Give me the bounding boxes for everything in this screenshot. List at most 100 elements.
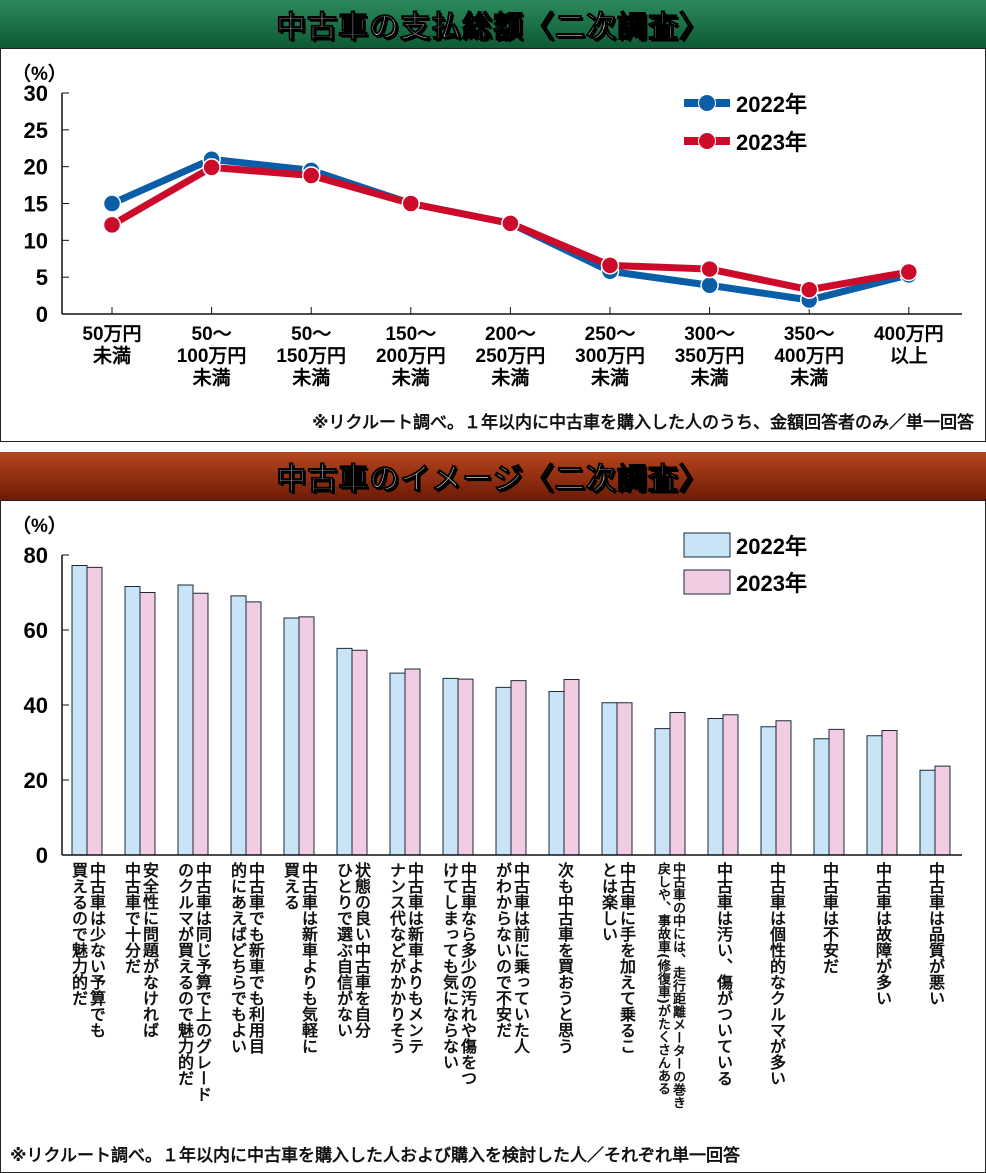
x-tick-label: 中古車は故障が多い <box>873 862 892 1006</box>
bar <box>298 616 315 856</box>
bar <box>495 686 512 856</box>
bar <box>707 718 724 856</box>
x-tick-label: 350～ <box>784 324 835 345</box>
bar <box>351 649 368 856</box>
x-tick-label: 200万円 <box>376 346 446 367</box>
y-tick-label: 10 <box>24 228 48 253</box>
x-tick-label: 400万円 <box>774 346 844 367</box>
x-tick-label: 150～ <box>385 324 436 345</box>
legend-marker <box>698 94 716 112</box>
x-tick-label: 200～ <box>485 324 536 345</box>
bar <box>654 728 671 856</box>
x-tick-label: 未満 <box>92 344 131 367</box>
bar <box>283 617 300 856</box>
bar <box>616 702 633 856</box>
bar <box>881 730 898 856</box>
bar <box>389 672 406 856</box>
x-tick-label: 中古車は品質が悪い <box>926 862 945 1006</box>
y-tick-label: 15 <box>24 192 48 217</box>
bar <box>457 678 474 856</box>
y-tick-label: 60 <box>24 618 48 643</box>
x-tick-label: 中古車は新車よりもメンテ ナンス代などがかかりそう <box>387 862 424 1054</box>
bar <box>71 565 88 856</box>
bar <box>510 680 527 856</box>
bar <box>775 720 792 856</box>
x-tick-label: 中古車は個性的なクルマが多い <box>767 862 786 1086</box>
y-tick-label: 30 <box>24 81 48 106</box>
bar <box>404 668 421 856</box>
legend-swatch <box>683 569 731 595</box>
x-tick-label: 350万円 <box>675 346 745 367</box>
x-tick-label: 中古車に手を加えて乗るこ とは楽しい <box>599 862 636 1054</box>
bar <box>919 769 936 856</box>
x-tick-label: 50～ <box>192 324 232 345</box>
x-tick-label: 300～ <box>684 324 735 345</box>
bar <box>601 702 618 856</box>
x-tick-label: 中古車は前に乗っていた人 がわからないので不安だ <box>493 862 530 1054</box>
bar <box>563 679 580 856</box>
bar <box>722 714 739 856</box>
bar <box>139 592 156 856</box>
x-tick-label: 安全性に問題がなければ 中古車で十分だ <box>122 862 159 1038</box>
x-tick-label: 状態の良い中古車を自分 ひとりで選ぶ自信がない <box>334 862 371 1038</box>
x-tick-label: 50万円 <box>82 324 141 345</box>
y-tick-label: 0 <box>36 302 48 327</box>
x-tick-label: 中古車は少ない予算でも 買えるので魅力的だ <box>69 862 106 1038</box>
x-tick-label: 未満 <box>789 366 828 389</box>
data-point <box>102 194 122 213</box>
x-tick-label: 中古車は汚い、傷がついている <box>714 862 733 1086</box>
x-tick-label: 中古車の中には、走行距離メーターの巻き 戻しや、事故車(修復車)がたくさんある <box>655 862 685 1109</box>
bar <box>124 586 141 856</box>
bar <box>177 584 194 856</box>
x-tick-label: 150万円 <box>276 346 346 367</box>
x-tick-label: 未満 <box>391 366 430 389</box>
y-tick-label: 5 <box>36 265 48 290</box>
data-point <box>600 256 620 275</box>
y-tick-label: 40 <box>24 693 48 718</box>
y-tick-label: 25 <box>24 118 48 143</box>
data-point <box>700 259 719 279</box>
legend-label: 2022年 <box>736 534 807 559</box>
x-tick-label: 未満 <box>490 366 529 389</box>
bar <box>245 601 262 856</box>
data-point <box>401 194 421 213</box>
line-chart-title: 中古車の支払総額〈二次調査〉 <box>0 0 986 48</box>
x-tick-label: 400万円 <box>874 324 944 345</box>
x-tick-label: 以上 <box>890 345 928 367</box>
bar <box>230 595 247 856</box>
bar <box>669 712 686 856</box>
y-axis-label: （%） <box>12 514 67 537</box>
bar <box>442 677 459 856</box>
legend-swatch <box>683 532 731 558</box>
data-point <box>202 158 221 177</box>
bar <box>828 728 845 856</box>
data-point <box>102 215 122 235</box>
x-tick-label: 中古車は同じ予算で上のグレード のクルマが買えるので魅力的だ <box>175 862 212 1102</box>
bar <box>760 726 777 856</box>
bar-chart-note: ※リクルート調べ。１年以内に中古車を購入した人および購入を検討した人／それぞれ単… <box>10 1146 741 1166</box>
data-point <box>899 262 919 282</box>
bar <box>866 735 883 856</box>
line-chart-note: ※リクルート調べ。１年以内に中古車を購入した人のうち、金額回答者のみ／単一回答 <box>311 413 974 433</box>
legend-label: 2023年 <box>736 130 807 155</box>
bar <box>192 592 209 856</box>
bar <box>548 691 565 856</box>
x-tick-label: 中古車は不安だ <box>820 862 839 974</box>
x-tick-label: 250万円 <box>476 346 546 367</box>
data-point <box>799 280 819 299</box>
data-point <box>301 166 321 185</box>
bar <box>86 566 103 856</box>
x-tick-label: 300万円 <box>575 346 645 367</box>
y-tick-label: 20 <box>24 155 48 180</box>
x-tick-label: 中古車は新車よりも気軽に 買える <box>281 862 318 1054</box>
x-tick-label: 未満 <box>291 366 330 389</box>
x-tick-label: 50～ <box>291 324 331 345</box>
bar <box>336 647 353 856</box>
data-point <box>501 214 520 233</box>
x-tick-label: 中古車でも新車でも利用目 的にあえばどちらでもよい <box>228 862 265 1054</box>
y-tick-label: 20 <box>24 768 48 793</box>
bar <box>813 738 830 856</box>
x-tick-label: 中古車なら多少の汚れや傷をつ けてしまっても気にならない <box>440 862 477 1086</box>
bar-chart-title: 中古車のイメージ〈二次調査〉 <box>0 452 986 500</box>
